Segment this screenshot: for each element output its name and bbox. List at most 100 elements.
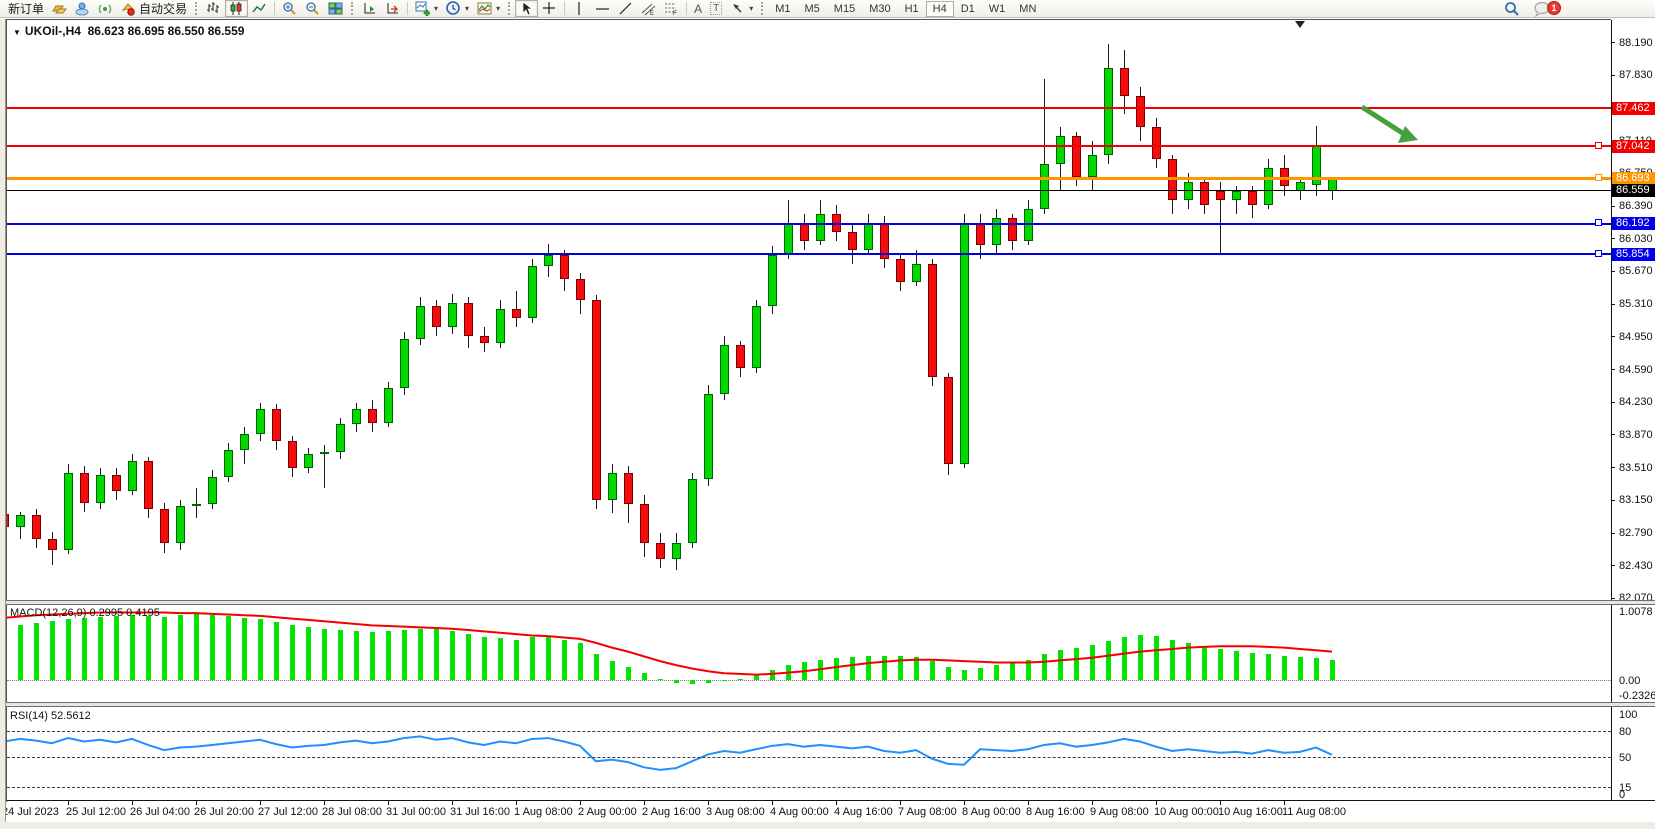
macd-histogram-bar [1314, 658, 1319, 680]
timeframe-button-M30[interactable]: M30 [869, 2, 891, 15]
macd-histogram-bar [1186, 642, 1191, 680]
timeframe-button-H4[interactable]: H4 [925, 0, 954, 17]
candle [672, 542, 681, 559]
hline-87.042[interactable] [7, 145, 1611, 148]
community-button[interactable] [71, 0, 94, 17]
autotrading-label: 自动交易 [139, 2, 188, 16]
autotrading-button[interactable]: 自动交易 [117, 0, 191, 17]
periods-button[interactable]: ▾ [442, 0, 473, 17]
macd-histogram-bar [738, 678, 743, 680]
arrows-tool-button[interactable]: ▾ [726, 0, 757, 17]
timeframe-button-D1[interactable]: D1 [960, 2, 975, 15]
clock-icon [446, 1, 461, 16]
line-chart-button[interactable] [248, 0, 271, 17]
hline-handle[interactable] [1595, 173, 1602, 181]
time-label: 10 Aug 00:00 [1154, 806, 1219, 818]
timeframe-button-MN[interactable]: MN [1019, 2, 1037, 15]
macd-histogram-bar [194, 613, 199, 680]
text-label-tool-button[interactable]: T [706, 0, 726, 17]
candle [896, 259, 905, 282]
time-tick [1220, 801, 1221, 805]
macd-histogram-bar [1042, 654, 1047, 680]
cursor-tool-button[interactable] [515, 0, 539, 17]
channel-tool-button[interactable]: E [637, 0, 660, 17]
macd-histogram-bar [1154, 636, 1159, 680]
hline-86.192[interactable] [7, 222, 1611, 225]
time-tick [196, 801, 197, 805]
macd-histogram-bar [770, 669, 775, 680]
gold-bars-button[interactable] [48, 0, 71, 17]
dropdown-caret-icon[interactable]: ▾ [465, 4, 470, 13]
price-tick [1611, 532, 1615, 534]
candle [48, 538, 57, 550]
macd-histogram-bar [1282, 655, 1287, 680]
candle [992, 218, 1001, 246]
auto-scroll-button[interactable] [381, 0, 404, 17]
pane-splitter-macd[interactable] [6, 600, 1655, 605]
macd-axis-label: -0.2326 [1619, 690, 1655, 702]
dropdown-caret-icon[interactable]: ▾ [496, 4, 501, 13]
horizontal-line-tool-button[interactable] [591, 0, 614, 17]
candle-wick [1236, 186, 1237, 214]
macd-histogram-bar [306, 627, 311, 680]
candle [944, 377, 953, 464]
hline-handle[interactable] [1595, 249, 1602, 257]
chart-plot-area[interactable] [7, 20, 1611, 800]
new-order-label: 新订单 [8, 2, 45, 16]
candle [816, 213, 825, 241]
signals-button[interactable] [94, 0, 117, 17]
chat-bubble-icon[interactable] [1533, 1, 1550, 17]
macd-histogram-bar [1266, 654, 1271, 680]
trendline-tool-button[interactable] [614, 0, 637, 17]
text-tool-button[interactable]: A [690, 0, 706, 17]
hline-handle[interactable] [1595, 219, 1602, 227]
time-label: 7 Aug 08:00 [898, 806, 957, 818]
timeframe-button-H1[interactable]: H1 [904, 2, 919, 15]
chart-shift-button[interactable] [358, 0, 381, 17]
candle [416, 306, 425, 340]
time-tick [900, 801, 901, 805]
candle [848, 231, 857, 251]
add-indicator-button[interactable]: ▾ [411, 0, 442, 17]
macd-histogram-bar [994, 665, 999, 680]
new-order-button[interactable]: 新订单 [4, 0, 48, 17]
timeframe-button-W1[interactable]: W1 [988, 2, 1006, 15]
time-label: 26 Jul 04:00 [130, 806, 190, 818]
macd-histogram-bar [594, 654, 599, 680]
dropdown-caret-icon[interactable]: ▾ [434, 4, 439, 13]
time-label: 10 Aug 16:00 [1218, 806, 1283, 818]
hline-87.462[interactable] [7, 107, 1611, 110]
tile-windows-button[interactable] [324, 0, 347, 17]
timeframe-button-M5[interactable]: M5 [804, 2, 820, 15]
pane-splitter-rsi[interactable] [6, 702, 1655, 707]
timeframe-button-M15[interactable]: M15 [833, 2, 856, 15]
notification-badge[interactable]: 1 [1547, 1, 1561, 15]
hline-handle[interactable] [1595, 141, 1602, 149]
price-tick [1611, 238, 1615, 240]
price-tick [1611, 74, 1615, 76]
templates-button[interactable]: ▾ [473, 0, 504, 17]
timeframe-button-M1[interactable]: M1 [775, 2, 791, 15]
time-label: 28 Jul 08:00 [322, 806, 382, 818]
candlestick-chart-button[interactable] [225, 0, 249, 17]
timeframe-toolbar: M1 M5 M15 M30 H1 H4 D1 W1 MN [768, 0, 1043, 17]
macd-histogram-bar [1330, 659, 1335, 680]
hline-86.693[interactable] [7, 176, 1611, 180]
macd-histogram-bar [642, 673, 647, 680]
symbol-dropdown-icon[interactable]: ▼ [13, 28, 21, 37]
chart-shift-marker-icon[interactable] [1295, 21, 1305, 28]
crosshair-tool-button[interactable] [538, 0, 561, 17]
search-icon[interactable] [1504, 1, 1519, 16]
hline-85.854[interactable] [7, 253, 1611, 256]
candle [912, 263, 921, 282]
zoom-out-button[interactable] [301, 0, 324, 17]
macd-histogram-bar [786, 665, 791, 680]
bar-chart-button[interactable] [202, 0, 225, 17]
toolbar-separator [407, 2, 409, 15]
zoom-in-button[interactable] [278, 0, 301, 17]
vertical-line-tool-button[interactable] [568, 0, 591, 17]
dropdown-caret-icon[interactable]: ▾ [749, 4, 754, 13]
fibonacci-tool-button[interactable]: F [660, 0, 683, 17]
candlestick-chart-icon [229, 1, 244, 16]
macd-histogram-bar [1010, 663, 1015, 680]
